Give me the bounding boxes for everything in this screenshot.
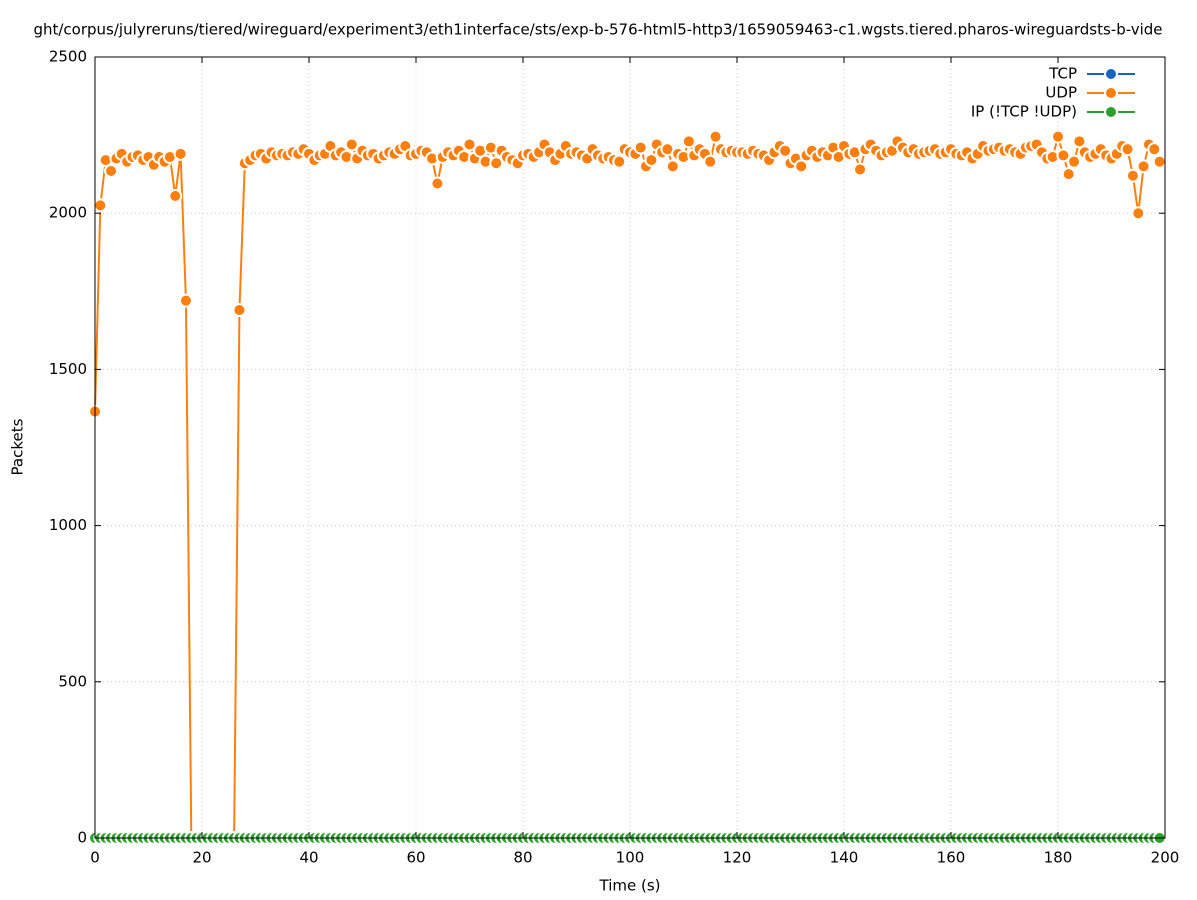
data-point [1147, 142, 1162, 157]
data-point [708, 129, 723, 144]
y-tick-label: 0 [77, 829, 87, 847]
y-tick-label: 2500 [49, 48, 87, 66]
data-point [665, 159, 680, 174]
legend-label: IP (!TCP !UDP) [971, 103, 1077, 121]
x-tick-label: 160 [937, 849, 966, 867]
chart-title: ght/corpus/julyreruns/tiered/wireguard/e… [33, 21, 1162, 39]
data-point [1056, 148, 1071, 163]
data-point [703, 154, 718, 169]
x-tick-label: 60 [406, 849, 425, 867]
data-point [1120, 142, 1135, 157]
x-axis-label: Time (s) [599, 877, 661, 895]
plot-frame [94, 56, 1166, 839]
data-point [462, 137, 477, 152]
data-point [173, 146, 188, 161]
legend-swatch [1104, 86, 1118, 100]
legend-swatch [1104, 67, 1118, 81]
data-point [853, 162, 868, 177]
plot-area [88, 129, 1167, 845]
legend-label: UDP [1045, 84, 1077, 102]
data-point [612, 154, 627, 169]
data-point [1061, 167, 1076, 182]
series-line [94, 132, 1161, 839]
data-point [1136, 159, 1151, 174]
data-point [232, 303, 247, 318]
y-tick-label: 1500 [49, 360, 87, 378]
data-point [1051, 129, 1065, 144]
y-tick-label: 500 [58, 672, 87, 690]
data-point [344, 137, 359, 152]
data-point [1152, 154, 1167, 169]
legend-swatch [1104, 105, 1118, 119]
data-point [104, 164, 119, 179]
x-tick-label: 180 [1044, 849, 1073, 867]
x-tick-label: 140 [830, 849, 859, 867]
y-tick-label: 2000 [49, 204, 87, 222]
y-axis-label: Packets [9, 418, 27, 475]
x-tick-label: 80 [513, 849, 532, 867]
y-tick-label: 1000 [49, 516, 87, 534]
data-point [178, 293, 193, 308]
x-tick-label: 120 [723, 849, 752, 867]
data-point [778, 143, 793, 158]
data-point [489, 156, 504, 171]
data-point [1067, 154, 1082, 169]
x-tick-label: 100 [616, 849, 645, 867]
data-point [168, 189, 183, 204]
x-tick-label: 200 [1151, 849, 1180, 867]
data-point [93, 198, 108, 213]
data-point [1125, 168, 1140, 183]
x-tick-label: 40 [299, 849, 318, 867]
x-tick-label: 20 [192, 849, 211, 867]
data-point [681, 134, 696, 149]
data-point [1072, 134, 1087, 149]
data-point [794, 159, 809, 174]
data-point [644, 153, 659, 168]
legend-label: TCP [1048, 65, 1077, 83]
data-point [430, 176, 445, 191]
data-point [1131, 206, 1146, 221]
data-point [633, 140, 648, 155]
x-tick-label: 0 [90, 849, 100, 867]
grid [94, 56, 1166, 839]
